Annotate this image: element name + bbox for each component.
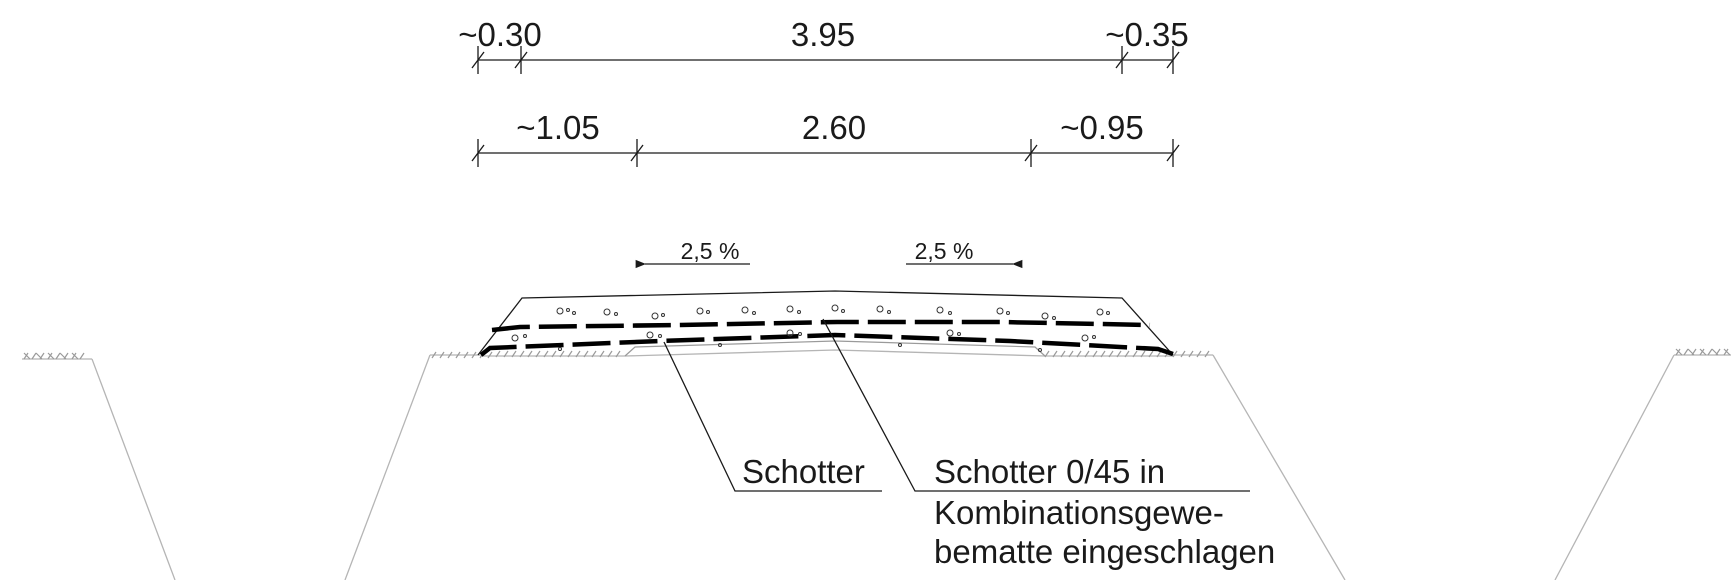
dimension-label: 3.95: [791, 16, 855, 53]
terrain-left: [22, 352, 176, 580]
slope-indicator-right: 2,5 %: [906, 238, 1023, 269]
dimension-label: ~0.95: [1060, 109, 1144, 146]
dimension-label: 2.60: [802, 109, 866, 146]
label-schotter: Schotter: [742, 453, 865, 490]
label-schotter-045-line1: Schotter 0/45 in: [934, 453, 1165, 490]
slope-label-left: 2,5 %: [681, 238, 740, 264]
leader-line: [663, 341, 882, 492]
label-schotter-045-line2: Kombinationsgewe-: [934, 494, 1224, 531]
dimension-row-1: ~0.30 3.95 ~0.35: [458, 16, 1189, 74]
leader-line: [822, 318, 1250, 492]
ground-hatch-icon: [23, 352, 85, 360]
dimension-label: ~0.30: [458, 16, 542, 53]
gravel-layer: [477, 290, 1174, 357]
slope-label-right: 2,5 %: [915, 238, 974, 264]
gravel-pebbles-icon: [511, 304, 1110, 352]
ground-hatch-icon: [431, 350, 1210, 359]
label-schotter-045-line3: bematte eingeschlagen: [934, 533, 1275, 570]
ground-hatch-icon: [1675, 348, 1731, 356]
dimension-ticks: [471, 139, 1180, 167]
leader-schotter: Schotter: [663, 341, 882, 492]
dimension-row-2: ~1.05 2.60 ~0.95: [471, 109, 1180, 167]
dimension-ticks: [471, 46, 1180, 74]
terrain-right: [1554, 348, 1731, 580]
geotextile-lower: [479, 332, 1174, 357]
terrain-inner-left: [344, 354, 480, 580]
slope-indicator-left: 2,5 %: [635, 238, 750, 269]
gravel-outline: [477, 290, 1174, 356]
dimension-label: ~0.35: [1105, 16, 1189, 53]
dimension-label: ~1.05: [516, 109, 600, 146]
geotextile-upper: [491, 319, 1151, 333]
leader-schotter-045: Schotter 0/45 in Kombinationsgewe- bemat…: [822, 318, 1275, 570]
